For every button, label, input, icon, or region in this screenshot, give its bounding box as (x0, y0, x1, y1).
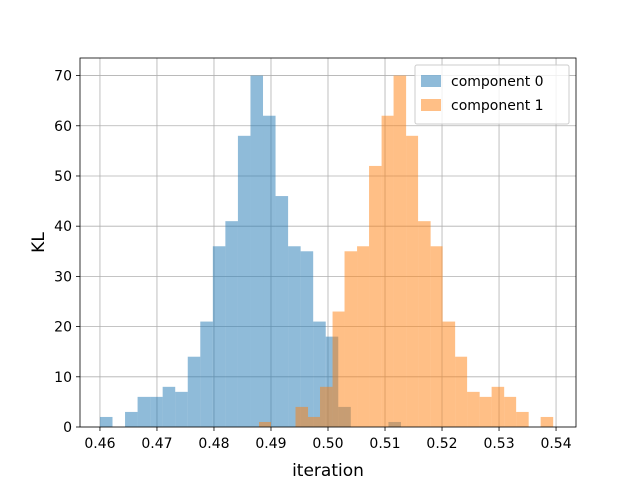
histogram-bar-component-1 (406, 135, 419, 427)
x-axis-title: iteration (292, 461, 364, 480)
legend-box (414, 64, 570, 125)
histogram-bar-component-1 (320, 386, 333, 427)
histogram-bar-component-1 (479, 396, 492, 427)
histogram-bar-component-1 (418, 221, 431, 427)
histogram-bar-component-0 (250, 75, 264, 428)
histogram-bar-component-0 (237, 135, 251, 427)
histogram-bar-component-1 (467, 391, 480, 427)
histogram-bar-component-0 (162, 386, 176, 427)
y-tick-label: 20 (54, 320, 72, 336)
histogram-bar-component-1 (430, 246, 443, 427)
histogram-bar-component-0 (300, 251, 314, 427)
histogram-bar-component-0 (225, 221, 238, 427)
histogram-bar-component-0 (125, 411, 138, 427)
y-tick-label: 50 (54, 169, 72, 185)
histogram-bar-component-0 (275, 196, 289, 427)
histogram-bar-component-1 (393, 75, 407, 428)
x-tick-label: 0.54 (540, 436, 571, 452)
histogram-bar-component-1 (381, 115, 394, 428)
x-tick-label: 0.52 (426, 436, 457, 452)
histogram-bar-component-0 (288, 246, 301, 427)
legend: component 0 component 1 (414, 64, 570, 125)
y-axis-title: KL (29, 232, 49, 253)
histogram-bar-component-1 (491, 386, 505, 427)
y-axis: 0 10 20 30 40 50 60 70 (54, 69, 80, 436)
histogram-bar-component-1 (332, 311, 345, 427)
y-tick-label: 70 (54, 69, 72, 85)
histogram-bar-component-0 (212, 246, 226, 427)
histogram-bar-component-0 (175, 391, 188, 427)
legend-label-component-0: component 0 (451, 74, 544, 90)
y-tick-label: 30 (54, 269, 72, 285)
histogram-bar-component-0 (99, 416, 113, 427)
x-tick-label: 0.53 (483, 436, 514, 452)
x-tick-label: 0.50 (312, 436, 343, 452)
x-tick-label: 0.47 (141, 436, 172, 452)
y-tick-label: 10 (54, 370, 72, 386)
histogram-bar-component-1 (442, 321, 456, 427)
x-tick-label: 0.46 (84, 436, 115, 452)
legend-swatch-component-0 (421, 75, 441, 87)
histogram-bar-component-1 (504, 396, 517, 427)
histogram-bar-component-1 (295, 406, 309, 427)
y-tick-label: 40 (54, 219, 72, 235)
histogram-bars (99, 75, 554, 428)
y-tick-label: 0 (63, 420, 72, 436)
histogram-bar-component-1 (455, 356, 468, 427)
x-axis: 0.46 0.47 0.48 0.49 0.50 0.51 0.52 0.53 0.54 (84, 427, 572, 452)
histogram-bar-component-1 (357, 246, 370, 427)
histogram-bar-component-0 (137, 396, 151, 427)
histogram-bar-component-1 (540, 416, 554, 427)
x-tick-label: 0.48 (198, 436, 229, 452)
legend-swatch-component-1 (421, 99, 441, 111)
histogram-bar-component-0 (187, 356, 201, 427)
histogram-bar-component-1 (344, 251, 358, 427)
y-tick-label: 60 (54, 119, 72, 135)
histogram-bar-component-1 (308, 416, 321, 427)
x-tick-label: 0.49 (255, 436, 286, 452)
legend-label-component-1: component 1 (451, 98, 544, 114)
histogram-bar-component-1 (516, 411, 529, 427)
histogram-bar-component-0 (150, 396, 163, 427)
histogram-bar-component-0 (200, 321, 213, 427)
x-tick-label: 0.51 (369, 436, 400, 452)
histogram-bar-component-1 (369, 165, 382, 427)
histogram-bar-component-1 (259, 421, 271, 427)
histogram-bar-component-0 (263, 115, 276, 428)
